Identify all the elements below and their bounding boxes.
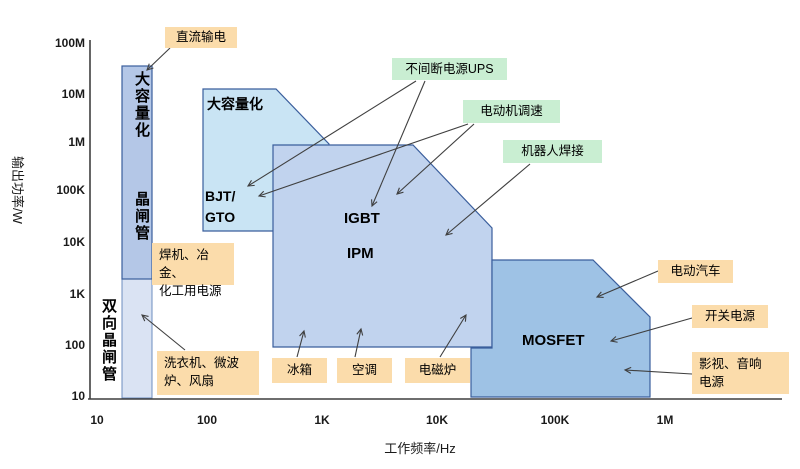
callout-washing-machine: 洗衣机、微波 炉、风扇 [157, 351, 259, 395]
callout-induction-cooker: 电磁炉 [405, 358, 470, 383]
callout-ev: 电动汽车 [658, 260, 733, 283]
triac-label: 双向晶闸管 [100, 298, 117, 383]
y-tick-10k: 10K [62, 235, 85, 249]
arrow-ev-to-mosfet [595, 270, 659, 298]
y-tick-100k: 100K [56, 183, 85, 197]
x-tick-1m: 1M [656, 413, 674, 427]
y-tick-100: 100 [64, 338, 85, 352]
callout-av-line1: 影视、音响 [699, 357, 762, 371]
arrow-switching-to-mosfet [609, 317, 693, 343]
x-tick-10: 10 [90, 413, 104, 427]
callout-robot-welding: 机器人焊接 [503, 140, 602, 163]
bjt-gto-label: BJT/GTO [205, 186, 235, 228]
callout-washing-line1: 洗衣机、微波 [164, 356, 240, 370]
mosfet-label: MOSFET [522, 332, 585, 349]
x-tick-1k: 1K [314, 413, 330, 427]
x-tick-100k: 100K [540, 413, 570, 427]
arrow-dc-to-thyristor [146, 47, 171, 71]
arrow-motor-to-bjt [257, 123, 469, 198]
callout-dc-transmission: 直流输电 [165, 27, 237, 48]
y-tick-100m: 100M [54, 36, 85, 50]
x-axis-title: 工作频率/Hz [384, 441, 456, 456]
arrow-washing-to-triac [141, 314, 186, 351]
arrow-fridge-to-igbt [296, 329, 306, 358]
region-igbt-ipm [272, 144, 493, 348]
callout-washing-line2: 炉、风扇 [164, 374, 215, 389]
arrow-av-to-mosfet [623, 366, 693, 375]
bjt-label-line2: GTO [205, 209, 236, 225]
callout-motor-speed: 电动机调速 [463, 100, 560, 123]
y-tick-10m: 10M [61, 87, 85, 101]
ipm-label: IPM [347, 245, 374, 262]
callout-fridge: 冰箱 [272, 358, 327, 383]
region-thyristor [121, 65, 153, 280]
thyristor-label: 晶闸管 [133, 191, 150, 242]
y-axis-title: 输出功率/W [10, 156, 25, 224]
bjt-label-line1: BJT/ [205, 188, 236, 204]
region-mosfet [470, 259, 651, 398]
callout-welding-line1: 焊机、冶金、 [159, 248, 210, 281]
callout-aircon: 空调 [337, 358, 392, 383]
arrow-motor-to-igbt [396, 123, 475, 195]
arrow-robot-to-ipm [445, 163, 531, 236]
callout-welding-line2: 化工用电源 [159, 284, 222, 299]
callout-av-psu: 影视、音响 电源 [692, 352, 789, 394]
arrow-ups-to-igbt [371, 80, 426, 208]
callout-av-line2: 电源 [699, 375, 725, 390]
annotation-arrows [141, 47, 693, 375]
callout-ups: 不间断电源UPS [392, 58, 507, 80]
igbt-label: IGBT [344, 210, 380, 227]
y-tick-10: 10 [71, 389, 85, 403]
y-tick-1m: 1M [68, 135, 85, 149]
arrow-ups-to-bjt [246, 80, 417, 187]
callout-welding-metallurgy: 焊机、冶金、化工用电源 [152, 243, 234, 298]
region-triac [121, 278, 153, 399]
thyristor-capacity-label: 大容量化 [133, 71, 150, 139]
x-tick-10k: 10K [425, 413, 448, 427]
arrow-cooker-to-igbt [439, 313, 467, 358]
arrow-aircon-to-igbt [354, 327, 364, 358]
x-tick-100: 100 [196, 413, 218, 427]
callout-switching-psu: 开关电源 [692, 305, 768, 328]
y-tick-1k: 1K [69, 287, 85, 301]
bjt-capacity-label: 大容量化 [207, 96, 263, 112]
